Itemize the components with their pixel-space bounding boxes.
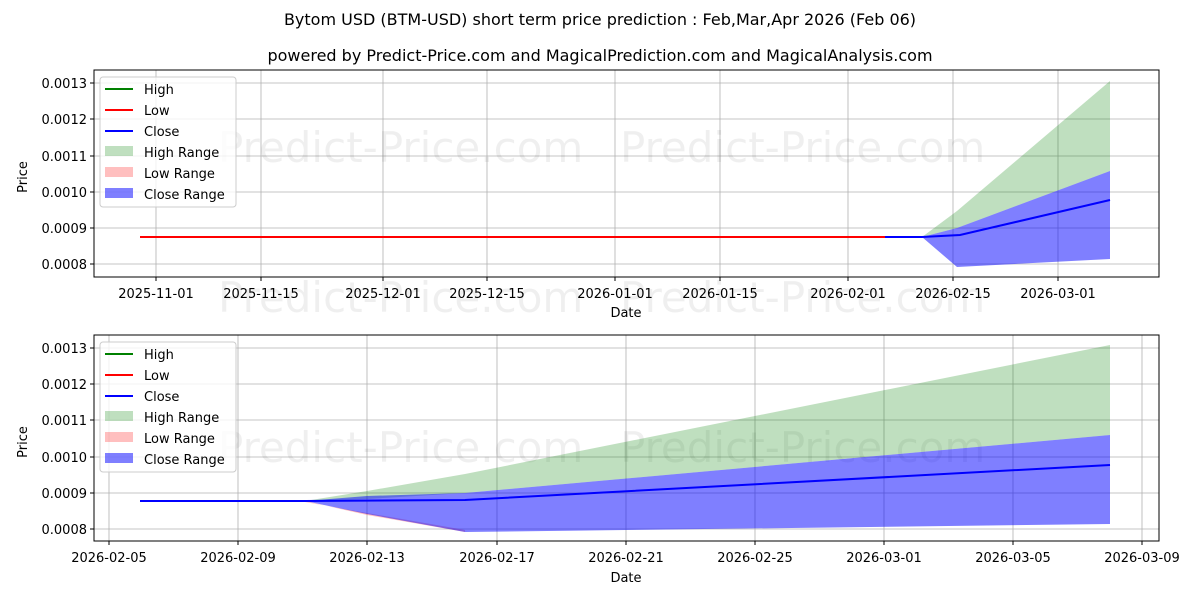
legend-low-label: Low xyxy=(144,369,170,384)
legend-high-range-label: High Range xyxy=(144,146,219,161)
svg-text:2026-03-09: 2026-03-09 xyxy=(1104,551,1180,566)
high-range-area xyxy=(305,345,1110,501)
legend-close-label: Close xyxy=(144,390,179,405)
legend-high-label: High xyxy=(144,83,174,98)
watermark: Predict-Price.com xyxy=(218,423,583,472)
svg-text:2026-02-01: 2026-02-01 xyxy=(810,287,886,302)
svg-text:0.0013: 0.0013 xyxy=(42,342,88,357)
legend-low-range-label: Low Range xyxy=(144,167,215,182)
svg-text:0.0010: 0.0010 xyxy=(42,186,88,201)
watermark: Predict-Price.com xyxy=(620,273,985,322)
legend-close-range-swatch xyxy=(105,188,133,198)
svg-text:2026-02-09: 2026-02-09 xyxy=(200,551,276,566)
legend-close-range-label: Close Range xyxy=(144,188,225,203)
legend-low-range-swatch xyxy=(105,432,133,442)
svg-text:2026-02-17: 2026-02-17 xyxy=(459,551,535,566)
watermark: Predict-Price.com xyxy=(218,273,583,322)
svg-text:2026-01-01: 2026-01-01 xyxy=(577,287,653,302)
top-chart: Predict-Price.com Predict-Price.com Pred… xyxy=(16,69,1160,322)
svg-text:0.0008: 0.0008 xyxy=(42,523,88,538)
legend-low-range-swatch xyxy=(105,167,133,177)
chart-title: Bytom USD (BTM-USD) short term price pre… xyxy=(283,10,917,29)
chart-subtitle: powered by Predict-Price.com and Magical… xyxy=(267,46,933,65)
svg-text:2026-03-01: 2026-03-01 xyxy=(1020,287,1096,302)
top-x-axis-label: Date xyxy=(610,306,641,321)
top-y-axis-label: Price xyxy=(16,161,31,193)
legend-high-label: High xyxy=(144,348,174,363)
legend-low-label: Low xyxy=(144,104,170,119)
bottom-y-axis-label: Price xyxy=(16,426,31,458)
legend-close-range-label: Close Range xyxy=(144,453,225,468)
top-legend: High Low Close High Range Low Range Clos… xyxy=(99,76,237,208)
legend-close-label: Close xyxy=(144,125,179,140)
svg-text:0.0008: 0.0008 xyxy=(42,258,88,273)
bottom-y-tick-labels: 0.0013 0.0012 0.0011 0.0010 0.0009 0.000… xyxy=(42,342,88,538)
top-x-tick-labels: 2025-11-01 2025-11-15 2025-12-01 2025-12… xyxy=(118,287,1096,302)
close-line xyxy=(140,464,1111,502)
legend-close-range-swatch xyxy=(105,453,133,463)
watermark: Predict-Price.com xyxy=(620,123,985,172)
legend-high-range-label: High Range xyxy=(144,411,219,426)
svg-text:2025-11-15: 2025-11-15 xyxy=(223,287,299,302)
svg-text:0.0013: 0.0013 xyxy=(42,77,88,92)
svg-text:2026-02-25: 2026-02-25 xyxy=(717,551,793,566)
svg-text:2026-02-21: 2026-02-21 xyxy=(588,551,664,566)
svg-text:2025-11-01: 2025-11-01 xyxy=(118,287,194,302)
svg-text:2025-12-15: 2025-12-15 xyxy=(449,287,525,302)
svg-text:2025-12-01: 2025-12-01 xyxy=(345,287,421,302)
close-range-area xyxy=(305,435,1110,532)
bottom-legend: High Low Close High Range Low Range Clos… xyxy=(99,341,237,473)
svg-text:0.0011: 0.0011 xyxy=(42,150,88,165)
legend-low-range-label: Low Range xyxy=(144,432,215,447)
svg-text:2026-03-05: 2026-03-05 xyxy=(975,551,1051,566)
close-line xyxy=(885,199,1111,238)
svg-text:0.0012: 0.0012 xyxy=(42,113,88,128)
svg-text:0.0009: 0.0009 xyxy=(42,222,88,237)
top-y-tick-labels: 0.0013 0.0012 0.0011 0.0010 0.0009 0.000… xyxy=(42,77,88,273)
watermark: Predict-Price.com xyxy=(218,123,583,172)
svg-text:2026-02-15: 2026-02-15 xyxy=(915,287,991,302)
high-range-area xyxy=(885,81,1110,237)
close-range-area xyxy=(885,171,1110,267)
svg-text:0.0009: 0.0009 xyxy=(42,487,88,502)
svg-text:2026-01-15: 2026-01-15 xyxy=(682,287,758,302)
svg-text:0.0012: 0.0012 xyxy=(42,378,88,393)
legend-high-range-swatch xyxy=(105,146,133,156)
svg-text:2026-02-05: 2026-02-05 xyxy=(71,551,147,566)
bottom-x-axis-label: Date xyxy=(610,571,641,586)
bottom-chart: Predict-Price.com Predict-Price.com 0.00… xyxy=(16,334,1180,586)
svg-text:0.0011: 0.0011 xyxy=(42,414,88,429)
svg-text:2026-03-01: 2026-03-01 xyxy=(846,551,922,566)
svg-text:2026-02-13: 2026-02-13 xyxy=(329,551,405,566)
bottom-x-tick-labels: 2026-02-05 2026-02-09 2026-02-13 2026-02… xyxy=(71,551,1180,566)
top-axes-frame xyxy=(93,69,1160,278)
legend-high-range-swatch xyxy=(105,411,133,421)
svg-text:0.0010: 0.0010 xyxy=(42,451,88,466)
